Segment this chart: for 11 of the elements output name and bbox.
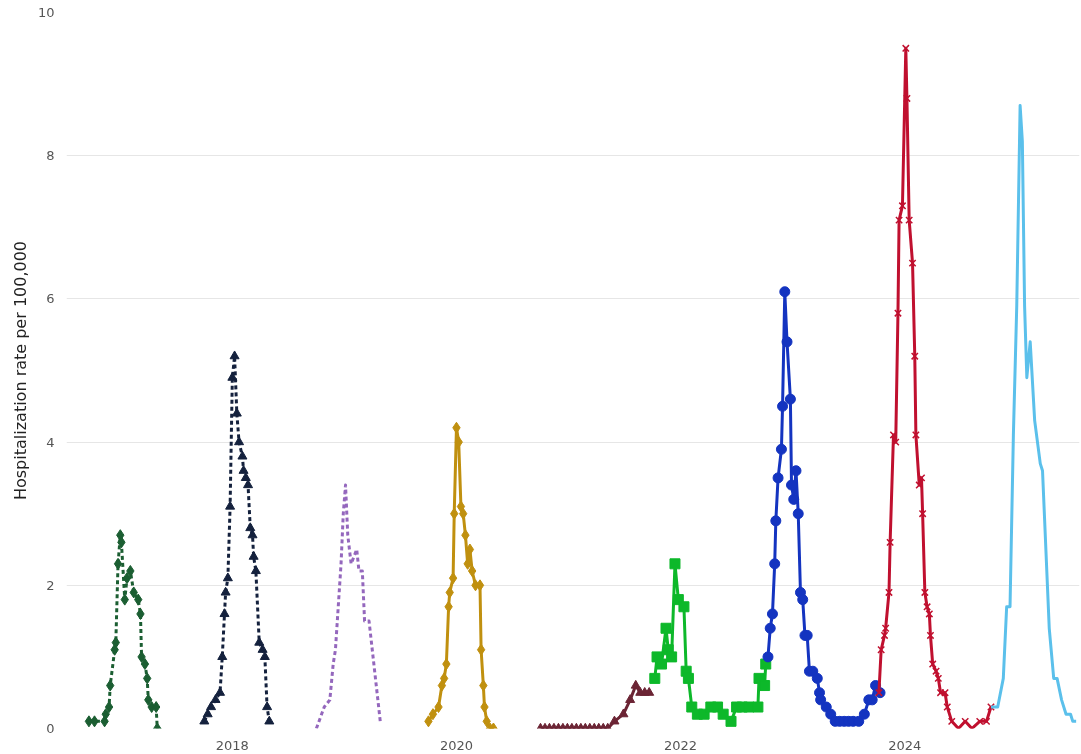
x-tick-label: 2024 — [888, 737, 922, 753]
y-tick-label: 6 — [46, 291, 55, 307]
y-tick-label: 2 — [46, 577, 55, 593]
x-tick-label: 2020 — [439, 737, 474, 753]
x-tick-label: 2022 — [664, 737, 698, 753]
y-axis-title: Hospitalization rate per 100,000 — [10, 240, 30, 501]
y-tick-label: 4 — [46, 434, 55, 450]
y-tick-label: 8 — [46, 148, 55, 164]
y-tick-label: 0 — [46, 721, 55, 736]
x-tick-label: 2018 — [215, 737, 249, 753]
y-tick-label: 10 — [37, 5, 55, 20]
